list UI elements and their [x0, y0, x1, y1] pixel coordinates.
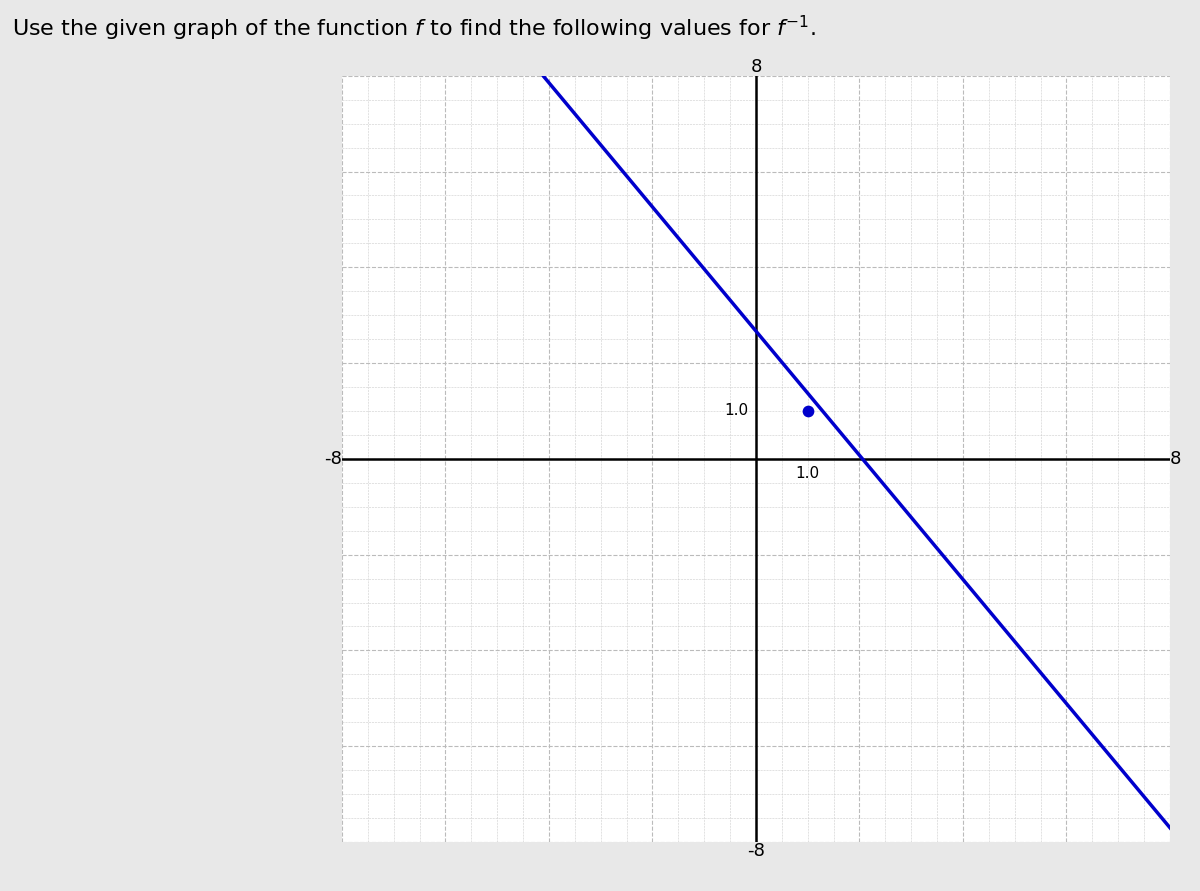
Text: 1.0: 1.0 [796, 466, 820, 481]
Text: 1.0: 1.0 [724, 404, 749, 419]
Point [798, 404, 817, 418]
Text: -8: -8 [748, 842, 764, 860]
Text: Use the given graph of the function $f$ to find the following values for $f^{-1}: Use the given graph of the function $f$ … [12, 13, 816, 43]
Text: 8: 8 [1170, 450, 1181, 468]
Text: -8: -8 [324, 450, 342, 468]
Text: 8: 8 [750, 58, 762, 76]
